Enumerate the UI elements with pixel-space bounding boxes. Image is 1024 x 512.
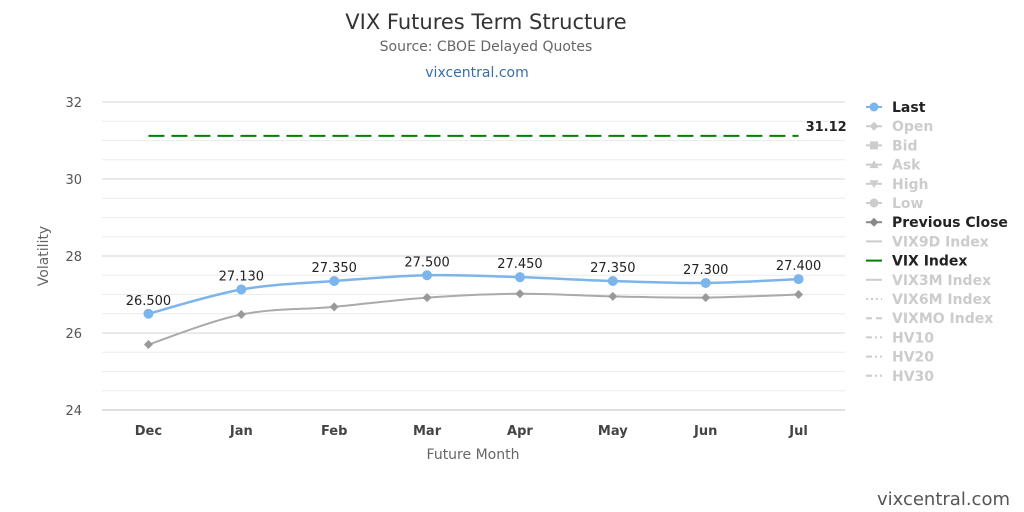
y-tick-label: 24 [65, 404, 82, 419]
y-axis-title: Volatility [36, 226, 52, 286]
legend-label: Open [892, 119, 933, 135]
last-point[interactable] [607, 276, 618, 287]
legend-item[interactable]: VIX3M Index [866, 273, 991, 289]
last-point[interactable] [422, 270, 433, 281]
y-tick-label: 26 [65, 327, 82, 342]
x-axis-title: Future Month [427, 447, 520, 463]
legend-item[interactable]: Low [866, 196, 924, 212]
chart-subtitle: Source: CBOE Delayed Quotes [380, 39, 593, 55]
last-data-label: 27.450 [497, 257, 543, 272]
series-layer: 31.12 26.500 27.130 27.350 27.500 27.450 27.35… [126, 120, 847, 350]
x-tick-label: Jan [229, 424, 253, 439]
previous-close-point[interactable] [236, 310, 246, 320]
legend-label: Ask [892, 158, 921, 174]
legend-item[interactable]: Open [866, 119, 933, 135]
legend-item[interactable]: High [866, 177, 929, 193]
legend-label: Previous Close [892, 215, 1008, 231]
legend-square-icon [870, 141, 878, 150]
previous-close-line [148, 292, 799, 346]
legend: Last Open Bid Ask High Low Previous Close VIX9D… [866, 100, 1008, 385]
previous-close-point[interactable] [515, 289, 525, 299]
last-line [148, 273, 799, 315]
last-data-label: 27.350 [590, 261, 636, 276]
vix-index-label: 31.12 [806, 120, 847, 135]
legend-item[interactable]: VIX9D Index [866, 234, 989, 250]
legend-triangle-icon [869, 160, 879, 169]
grid-lines [102, 101, 845, 411]
credit-text[interactable]: vixcentral.com [877, 489, 1010, 510]
legend-label: VIX6M Index [892, 292, 991, 308]
last-data-label: 27.350 [311, 261, 357, 276]
legend-item[interactable]: Ask [866, 158, 921, 174]
legend-item[interactable]: VIXMO Index [866, 311, 993, 327]
last-point[interactable] [514, 272, 525, 283]
legend-diamond-icon [869, 217, 879, 227]
legend-label: Last [892, 100, 926, 116]
x-tick-label: Jun [693, 424, 717, 439]
legend-item[interactable]: VIX6M Index [866, 292, 991, 308]
x-tick-label: Dec [135, 424, 162, 439]
x-tick-label: May [598, 424, 628, 439]
last-point[interactable] [700, 277, 711, 288]
x-tick-label: Mar [413, 424, 442, 439]
legend-item[interactable]: Previous Close [866, 215, 1008, 231]
y-axis-ticks: 24 26 28 30 32 [65, 96, 82, 419]
previous-close-point[interactable] [701, 293, 711, 303]
x-axis-ticks: Dec Jan Feb Mar Apr May Jun Jul [135, 424, 808, 439]
legend-circle-icon [869, 198, 879, 208]
legend-label: HV10 [892, 330, 934, 346]
legend-label: VIX9D Index [892, 234, 989, 250]
legend-item[interactable]: HV20 [866, 350, 934, 366]
last-point[interactable] [793, 274, 804, 285]
legend-label: HV20 [892, 350, 934, 366]
legend-label: VIX Index [892, 254, 967, 270]
previous-close-point[interactable] [422, 293, 432, 303]
legend-label: High [892, 177, 929, 193]
legend-diamond-icon [869, 121, 879, 131]
last-point[interactable] [143, 308, 154, 319]
y-tick-label: 32 [65, 96, 82, 111]
legend-item[interactable]: HV10 [866, 330, 934, 346]
chart-title: VIX Futures Term Structure [345, 10, 626, 34]
x-tick-label: Feb [321, 424, 347, 439]
last-data-label: 27.300 [683, 263, 729, 278]
previous-close-point[interactable] [794, 290, 804, 299]
legend-item[interactable]: Last [866, 100, 926, 116]
legend-label: VIXMO Index [892, 311, 993, 327]
legend-circle-icon [869, 102, 879, 112]
last-point[interactable] [236, 284, 247, 295]
legend-label: VIX3M Index [892, 273, 991, 289]
legend-label: Low [892, 196, 924, 212]
last-data-label: 27.130 [219, 269, 265, 284]
previous-close-point[interactable] [329, 302, 339, 312]
site-link[interactable]: vixcentral.com [425, 65, 528, 81]
previous-close-point[interactable] [608, 291, 618, 301]
legend-item[interactable]: HV30 [866, 369, 934, 385]
legend-item[interactable]: VIX Index [866, 254, 967, 270]
legend-label: HV30 [892, 369, 934, 385]
y-tick-label: 30 [65, 173, 82, 188]
last-data-label: 27.400 [776, 259, 822, 274]
x-tick-label: Jul [788, 424, 808, 439]
legend-label: Bid [892, 138, 918, 154]
y-tick-label: 28 [65, 250, 82, 265]
previous-close-point[interactable] [143, 340, 153, 350]
x-tick-label: Apr [507, 424, 533, 439]
last-data-label: 27.500 [404, 255, 450, 270]
legend-triangle-down-icon [869, 180, 879, 189]
legend-item[interactable]: Bid [866, 138, 918, 154]
last-data-label: 26.500 [126, 294, 172, 309]
last-point[interactable] [329, 276, 340, 287]
